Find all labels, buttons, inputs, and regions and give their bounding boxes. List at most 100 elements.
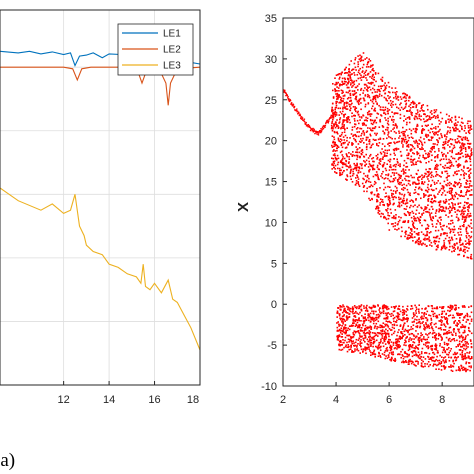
bifurcation-point [443,329,445,331]
bifurcation-point [439,223,442,226]
bifurcation-point [338,328,341,331]
bifurcation-point [392,332,395,335]
bifurcation-point [465,155,468,158]
bifurcation-point [338,313,341,315]
bifurcation-point [412,334,415,336]
bifurcation-point [372,165,374,167]
bifurcation-point [357,89,359,91]
bifurcation-point [448,192,451,194]
bifurcation-point [432,200,435,203]
bifurcation-point [362,186,365,188]
bifurcation-point [390,166,392,169]
bifurcation-point [356,148,359,150]
bifurcation-point [435,128,437,130]
bifurcation-point [439,306,441,308]
bifurcation-point [418,113,421,116]
bifurcation-point [356,85,359,87]
bifurcation-point [456,124,458,126]
bifurcation-point [413,147,416,150]
bifurcation-point [355,180,358,182]
left-x-tick-label: 16 [148,394,160,406]
bifurcation-point [435,187,438,190]
bifurcation-point [372,175,375,178]
bifurcation-point [413,117,416,119]
bifurcation-point [366,143,368,146]
bifurcation-point [386,210,388,212]
bifurcation-point [443,239,445,242]
bifurcation-point [405,341,407,343]
bifurcation-point [469,129,471,131]
bifurcation-point [435,109,438,111]
bifurcation-point [459,244,462,246]
bifurcation-point [390,142,392,144]
bifurcation-point [448,329,450,332]
bifurcation-point [345,316,348,318]
bifurcation-point [426,363,429,365]
bifurcation-point [398,202,401,205]
bifurcation-point [438,240,440,243]
bifurcation-point [467,186,469,188]
bifurcation-point [385,333,387,336]
bifurcation-point [351,112,353,114]
bifurcation-point [348,341,350,343]
bifurcation-point [468,215,470,217]
bifurcation-point [334,154,336,157]
bifurcation-point [374,334,377,337]
bifurcation-point [300,117,302,119]
bifurcation-point [464,161,467,163]
bifurcation-point [321,129,323,132]
bifurcation-point [458,194,460,196]
bifurcation-point [413,118,416,121]
bifurcation-point [338,340,341,343]
bifurcation-point [340,341,342,343]
bifurcation-point [375,100,377,103]
bifurcation-point [459,353,462,356]
bifurcation-point [387,214,389,217]
bifurcation-point [369,339,372,342]
bifurcation-point [330,124,333,127]
bifurcation-point [384,334,387,337]
bifurcation-point [462,170,465,172]
bifurcation-point [347,81,350,84]
bifurcation-point [352,351,355,353]
bifurcation-point [381,143,384,145]
bifurcation-point [380,333,383,336]
bifurcation-point [445,154,447,157]
bifurcation-point [332,126,334,128]
bifurcation-point [470,342,473,345]
bifurcation-point [462,144,464,146]
bifurcation-point [365,159,368,162]
bifurcation-point [353,62,356,65]
bifurcation-point [359,97,362,100]
bifurcation-point [415,104,418,106]
bifurcation-point [363,160,365,162]
bifurcation-point [305,121,307,124]
bifurcation-point [361,323,364,326]
bifurcation-point [383,354,386,356]
bifurcation-point [342,120,344,122]
bifurcation-point [380,212,383,215]
bifurcation-point [350,324,353,327]
bifurcation-point [424,363,426,365]
bifurcation-point [383,109,385,112]
bifurcation-point [430,151,432,153]
bifurcation-point [461,218,464,220]
bifurcation-point [361,71,363,73]
bifurcation-point [437,363,440,366]
bifurcation-point [463,248,465,251]
bifurcation-point [376,103,378,106]
bifurcation-point [396,91,398,93]
bifurcation-point [454,228,456,231]
bifurcation-point [468,177,471,180]
bifurcation-point [464,153,467,156]
bifurcation-point [336,92,339,95]
bifurcation-point [417,177,419,179]
bifurcation-point [348,63,351,66]
bifurcation-point [462,306,464,308]
bifurcation-point [367,166,370,168]
bifurcation-point [333,138,336,141]
bifurcation-point [413,158,416,160]
bifurcation-point [336,86,338,88]
bifurcation-point [460,152,462,155]
bifurcation-point [400,155,403,157]
